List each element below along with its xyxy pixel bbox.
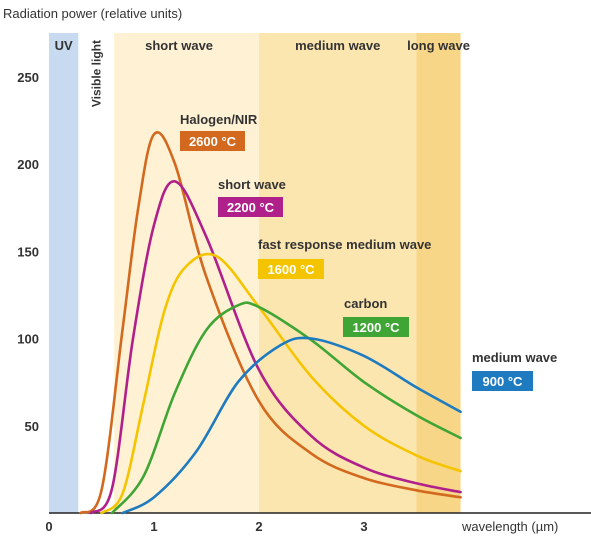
band-visible-light <box>78 33 115 513</box>
series-labels: Halogen/NIR 2600 °C short wave 2200 °C fast … <box>180 112 557 391</box>
series-line-carbon <box>110 301 462 515</box>
y-tick-150: 150 <box>17 244 39 259</box>
band-label-short-wave: short wave <box>145 38 213 53</box>
y-tick-250: 250 <box>17 70 39 85</box>
temperature-label-halogen-nir: 2600 °C <box>189 134 237 149</box>
tick-labels: 0 1 2 3 50 100 150 200 250 <box>17 70 367 534</box>
x-axis-title: wavelength (µm) <box>461 519 558 534</box>
series-line-medium-wave <box>121 336 462 515</box>
series-name-halogen-nir: Halogen/NIR <box>180 112 258 127</box>
x-tick-2: 2 <box>255 519 262 534</box>
axes: Radiation power (relative units) wavelen… <box>3 6 591 534</box>
temperature-label-short-wave: 2200 °C <box>227 200 275 215</box>
temperature-badge-halogen-nir <box>180 131 245 151</box>
y-tick-200: 200 <box>17 157 39 172</box>
band-label-visible-light: Visible light <box>89 40 103 107</box>
series-name-carbon: carbon <box>344 296 387 311</box>
band-uv <box>49 33 79 513</box>
band-long-wave <box>416 33 461 513</box>
temperature-badge-medium-wave <box>472 371 533 391</box>
x-tick-3: 3 <box>360 519 367 534</box>
series-lines <box>79 131 462 515</box>
x-tick-1: 1 <box>150 519 157 534</box>
temperature-badge-fast-response-medium-wave <box>258 259 324 279</box>
series-name-short-wave: short wave <box>218 177 286 192</box>
band-label-uv: UV <box>55 38 73 53</box>
band-label-medium-wave: medium wave <box>295 38 380 53</box>
series-line-short-wave <box>89 180 462 515</box>
temperature-badge-short-wave <box>218 197 283 217</box>
band-label-long-wave: long wave <box>407 38 470 53</box>
y-axis-title: Radiation power (relative units) <box>3 6 182 21</box>
series-line-fast-response-medium-wave <box>100 252 462 515</box>
temperature-badge-carbon <box>343 317 409 337</box>
series-name-medium-wave: medium wave <box>472 350 557 365</box>
y-tick-100: 100 <box>17 332 39 347</box>
series-name-fast-response-medium-wave: fast response medium wave <box>258 237 431 252</box>
temperature-label-medium-wave: 900 °C <box>483 374 524 389</box>
temperature-label-fast-response-medium-wave: 1600 °C <box>267 262 315 277</box>
temperature-label-carbon: 1200 °C <box>352 320 400 335</box>
x-tick-0: 0 <box>45 519 52 534</box>
y-tick-50: 50 <box>25 419 39 434</box>
